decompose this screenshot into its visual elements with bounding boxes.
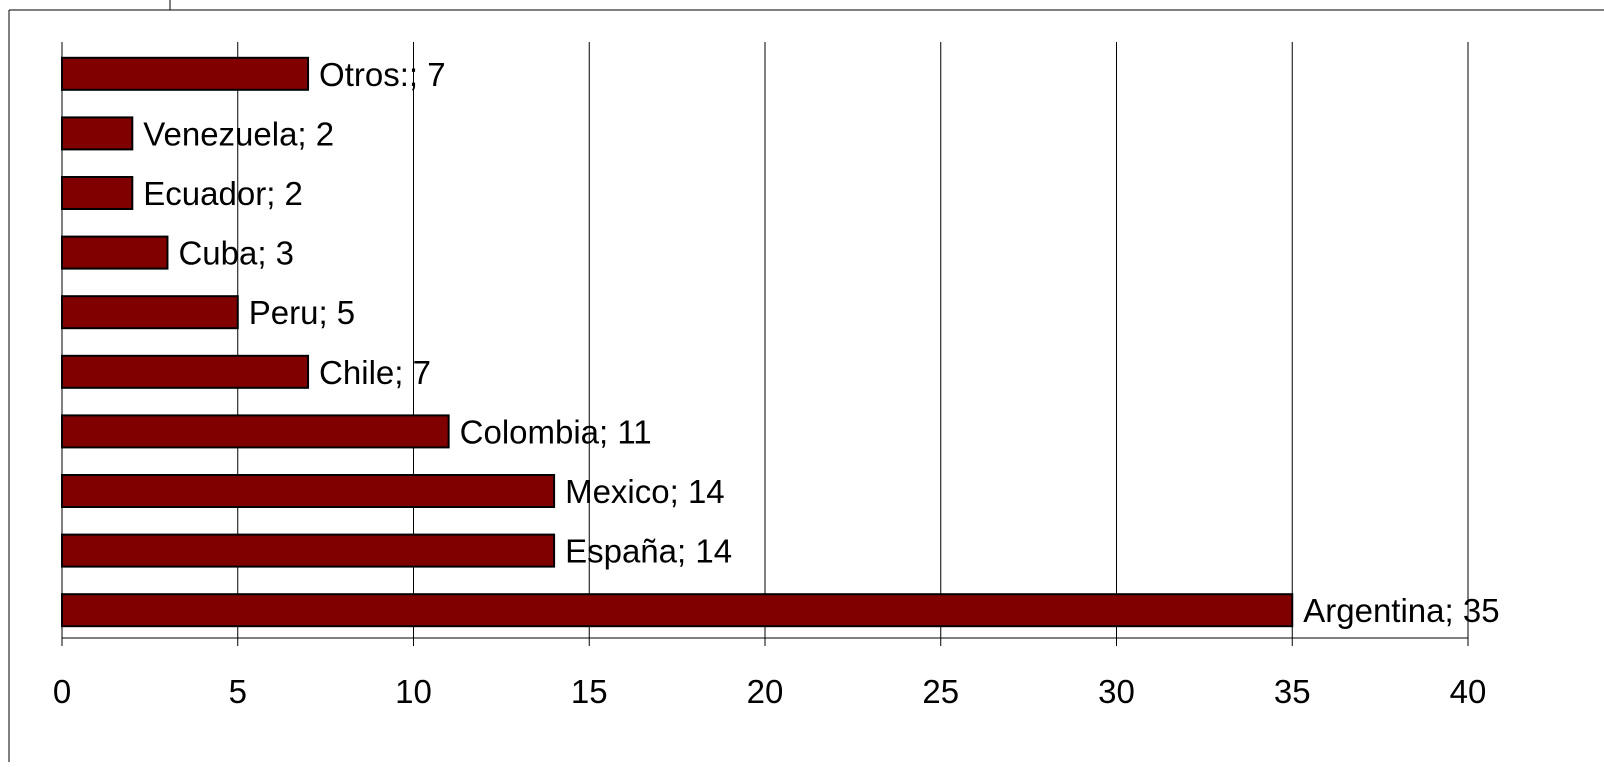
- x-tick-label: 40: [1450, 673, 1487, 710]
- data-label: Argentina; 35: [1303, 592, 1499, 629]
- bar: [61, 533, 556, 568]
- x-tick-label: 15: [571, 673, 608, 710]
- bar: [61, 354, 310, 389]
- data-label: Peru; 5: [249, 294, 355, 331]
- bar: [61, 176, 134, 210]
- bar: [61, 414, 450, 449]
- x-tick-label: 20: [747, 673, 784, 710]
- bars: [61, 56, 1294, 628]
- bar: [61, 474, 556, 508]
- bar: [61, 56, 310, 91]
- data-label: Chile; 7: [319, 354, 431, 391]
- data-label: Mexico; 14: [565, 473, 725, 510]
- x-tick-label: 35: [1274, 673, 1311, 710]
- data-label: Otros:; 7: [319, 56, 446, 93]
- data-labels: Argentina; 35 España; 14 Mexico; 14 Colombi…: [143, 56, 1499, 629]
- data-label: Ecuador; 2: [143, 175, 303, 212]
- bar: [61, 295, 239, 330]
- bar: [61, 116, 134, 151]
- bar: [61, 235, 169, 270]
- data-label: España; 14: [565, 533, 732, 570]
- bar: [61, 593, 1294, 628]
- data-label: Colombia; 11: [460, 413, 652, 450]
- data-label: Cuba; 3: [178, 235, 294, 272]
- x-tick-label: 25: [922, 673, 959, 710]
- data-label: Venezuela; 2: [143, 115, 334, 152]
- x-tick-label: 10: [395, 673, 432, 710]
- chart-frame: [8, 0, 1604, 762]
- x-tick-label: 30: [1098, 673, 1135, 710]
- x-tick-label: 0: [53, 673, 71, 710]
- x-tick-label: 5: [229, 673, 247, 710]
- x-axis: 0 5 10 15 20 25 30 35 40: [53, 637, 1487, 710]
